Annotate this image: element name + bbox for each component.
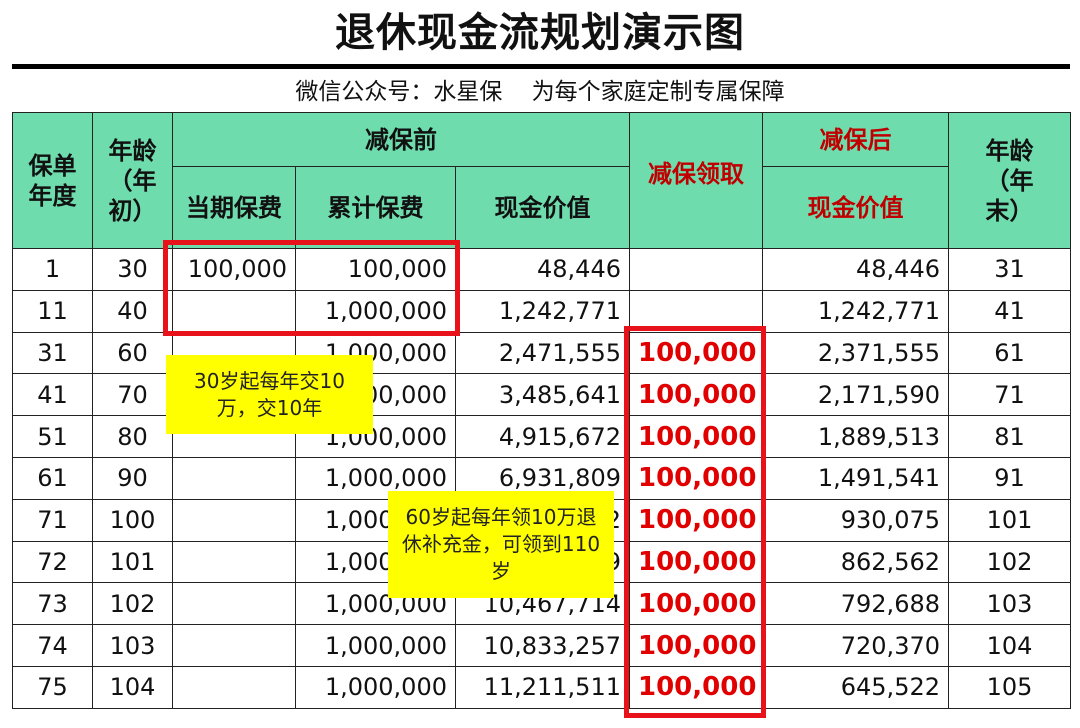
cash-value-after-cell: 930,075 [762, 498, 949, 542]
cash-value-cell: 10,833,257 [455, 624, 630, 667]
policy-year-cell: 71 [12, 498, 93, 542]
cash-value-after-cell: 1,889,513 [762, 415, 949, 458]
policy-year-cell: 74 [12, 624, 93, 667]
age-start-cell: 90 [92, 456, 173, 500]
header-age-start: 年龄（年初） [92, 112, 173, 249]
age-end-cell: 81 [948, 415, 1071, 458]
current-premium-cell [172, 582, 296, 626]
policy-year-cell: 11 [12, 289, 93, 333]
header-cumulative-premium: 累计保费 [295, 166, 456, 249]
table-row: 11 40 1,000,000 1,242,771 1,242,771 41 [12, 289, 1071, 333]
current-premium-cell [172, 665, 296, 709]
withdrawal-cell: 100,000 [629, 624, 763, 667]
cash-value-cell: 1,242,771 [455, 289, 630, 333]
table-row: 61 90 1,000,000 6,931,809 100,000 1,491,541 91 [12, 456, 1071, 500]
premium-highlight-box [163, 240, 460, 336]
age-start-cell: 104 [92, 665, 173, 709]
age-end-cell: 41 [948, 289, 1071, 333]
header-cash-value-after: 现金价值 [762, 166, 949, 249]
withdrawal-cell: 100,000 [629, 665, 763, 709]
age-end-cell: 91 [948, 456, 1071, 500]
withdrawal-note: 60岁起每年领10万退休补充金，可领到110岁 [388, 491, 614, 598]
header-after-reduction: 减保后 [762, 112, 949, 167]
table-row: 73 102 1,000,000 10,467,714 100,000 792,688 10… [12, 582, 1071, 626]
cash-value-cell: 48,446 [455, 248, 630, 291]
header-current-premium: 当期保费 [172, 166, 296, 249]
age-start-cell: 70 [92, 373, 173, 417]
age-start-cell: 103 [92, 624, 173, 667]
withdrawal-cell [629, 289, 763, 333]
cash-value-after-cell: 792,688 [762, 582, 949, 626]
withdrawal-highlight-box [624, 326, 766, 718]
title-divider [12, 64, 1070, 69]
table-row: 75 104 1,000,000 11,211,511 100,000 645,522 10… [12, 665, 1071, 709]
header-before-reduction: 减保前 [172, 112, 630, 167]
age-end-cell: 105 [948, 665, 1071, 709]
cumulative-premium-cell: 1,000,000 [295, 624, 456, 667]
policy-year-cell: 75 [12, 665, 93, 709]
cash-value-after-cell: 720,370 [762, 624, 949, 667]
cashflow-table: 保单年度 年龄（年初） 减保前 减保领取 减保后 年龄（年末） 当期保费 累计保… [12, 112, 1071, 709]
page-subtitle: 微信公众号：水星保 为每个家庭定制专属保障 [295, 79, 785, 105]
cash-value-after-cell: 2,171,590 [762, 373, 949, 417]
current-premium-cell [172, 540, 296, 584]
age-start-cell: 40 [92, 289, 173, 333]
policy-year-cell: 61 [12, 456, 93, 500]
age-start-cell: 80 [92, 415, 173, 458]
withdrawal-cell: 100,000 [629, 456, 763, 500]
age-end-cell: 102 [948, 540, 1071, 584]
policy-year-cell: 51 [12, 415, 93, 458]
withdrawal-cell: 100,000 [629, 498, 763, 542]
age-end-cell: 104 [948, 624, 1071, 667]
age-start-cell: 100 [92, 498, 173, 542]
withdrawal-cell: 100,000 [629, 582, 763, 626]
policy-year-cell: 31 [12, 331, 93, 375]
cash-value-after-cell: 2,371,555 [762, 331, 949, 375]
withdrawal-cell: 100,000 [629, 540, 763, 584]
cash-value-after-cell: 1,242,771 [762, 289, 949, 333]
policy-year-cell: 73 [12, 582, 93, 626]
age-start-cell: 102 [92, 582, 173, 626]
cash-value-after-cell: 1,491,541 [762, 456, 949, 500]
current-premium-cell [172, 289, 296, 333]
cash-value-after-cell: 48,446 [762, 248, 949, 291]
policy-year-cell: 1 [12, 248, 93, 291]
header-withdrawal: 减保领取 [629, 112, 763, 249]
cash-value-after-cell: 862,562 [762, 540, 949, 584]
age-end-cell: 61 [948, 331, 1071, 375]
current-premium-cell [172, 456, 296, 500]
table-row: 31 60 1,000,000 2,471,555 100,000 2,371,555 61 [12, 331, 1071, 375]
cash-value-cell: 4,915,672 [455, 415, 630, 458]
cumulative-premium-cell: 100,000 [295, 248, 456, 291]
cumulative-premium-cell: 1,000,000 [295, 415, 456, 458]
current-premium-cell [172, 498, 296, 542]
cash-value-cell: 11,211,511 [455, 665, 630, 709]
header-age-end: 年龄（年末） [948, 112, 1071, 249]
cash-value-cell: 2,471,555 [455, 331, 630, 375]
cumulative-premium-cell: 1,000,000 [295, 665, 456, 709]
cumulative-premium-cell: 1,000,000 [295, 289, 456, 333]
age-end-cell: 71 [948, 373, 1071, 417]
current-premium-cell [172, 624, 296, 667]
policy-year-cell: 41 [12, 373, 93, 417]
policy-year-cell: 72 [12, 540, 93, 584]
withdrawal-cell: 100,000 [629, 415, 763, 458]
age-end-cell: 101 [948, 498, 1071, 542]
withdrawal-cell: 100,000 [629, 373, 763, 417]
age-start-cell: 101 [92, 540, 173, 584]
header-policy-year: 保单年度 [12, 112, 93, 249]
header-cash-value: 现金价值 [455, 166, 630, 249]
payment-note: 30岁起每年交10万，交10年 [166, 355, 373, 434]
age-start-cell: 60 [92, 331, 173, 375]
cash-value-after-cell: 645,522 [762, 665, 949, 709]
table-row: 74 103 1,000,000 10,833,257 100,000 720,370 10… [12, 624, 1071, 667]
cash-value-cell: 3,485,641 [455, 373, 630, 417]
page-title: 退休现金流规划演示图 [335, 10, 745, 56]
age-end-cell: 103 [948, 582, 1071, 626]
age-start-cell: 30 [92, 248, 173, 291]
age-end-cell: 31 [948, 248, 1071, 291]
withdrawal-cell [629, 248, 763, 291]
